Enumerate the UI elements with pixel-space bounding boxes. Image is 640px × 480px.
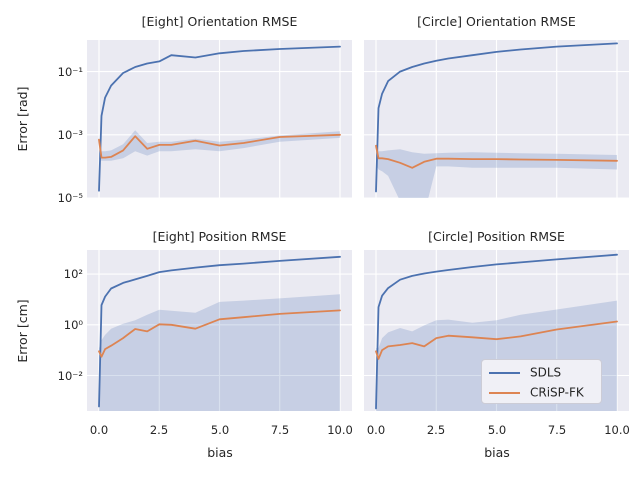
line-sdls xyxy=(375,42,618,193)
line-sdls xyxy=(98,45,341,192)
ytick-1e0: 10⁰ xyxy=(63,318,83,332)
ytick-1e-1: 10⁻¹ xyxy=(57,65,83,79)
xtick-br-10: 10.0 xyxy=(604,423,630,437)
ylabel-error-rad: Error [rad] xyxy=(15,86,30,152)
ylabel-error-cm: Error [cm] xyxy=(15,299,30,363)
line-crisp-fk xyxy=(98,309,341,358)
xtick-bl-5: 5.0 xyxy=(210,423,230,437)
subplot-circle-orientation-canvas xyxy=(364,40,629,198)
xlabel-bias-left: bias xyxy=(207,445,233,460)
ytick-1e-2: 10⁻² xyxy=(57,369,83,383)
line-crisp-fk xyxy=(98,133,341,159)
line-sdls xyxy=(375,253,618,410)
title-circle-orientation: [Circle] Orientation RMSE xyxy=(417,14,576,29)
subplot-circle-orientation xyxy=(364,40,629,198)
ytick-1e-3: 10⁻³ xyxy=(57,128,83,142)
subplot-eight-position-canvas xyxy=(87,250,352,411)
legend-line-sdls-icon xyxy=(489,371,520,374)
title-eight-position: [Eight] Position RMSE xyxy=(152,229,287,244)
legend-label-crisp-fk: CRiSP-FK xyxy=(530,385,584,400)
legend-line-crisp-fk-icon xyxy=(489,391,520,394)
band-crisp-fk xyxy=(376,144,617,198)
legend-item-sdls: SDLS xyxy=(489,362,601,382)
xtick-bl-2-5: 2.5 xyxy=(149,423,169,437)
legend-item-crisp-fk: CRiSP-FK xyxy=(489,382,601,402)
title-circle-position: [Circle] Position RMSE xyxy=(428,229,565,244)
xtick-br-0: 0.0 xyxy=(366,423,386,437)
title-eight-orientation: [Eight] Orientation RMSE xyxy=(141,14,298,29)
xtick-bl-0: 0.0 xyxy=(89,423,109,437)
ytick-1e-5: 10⁻⁵ xyxy=(57,191,83,205)
legend: SDLS CRiSP-FK xyxy=(481,359,602,404)
xtick-br-2-5: 2.5 xyxy=(426,423,446,437)
xlabel-bias-right: bias xyxy=(484,445,510,460)
line-crisp-fk xyxy=(375,144,618,169)
subplot-eight-orientation xyxy=(87,40,352,198)
line-sdls xyxy=(98,255,341,408)
xtick-br-7-5: 7.5 xyxy=(547,423,567,437)
xtick-bl-7-5: 7.5 xyxy=(270,423,290,437)
line-crisp-fk xyxy=(375,320,618,360)
xtick-br-5: 5.0 xyxy=(487,423,507,437)
subplot-eight-position xyxy=(87,250,352,411)
xtick-bl-10: 10.0 xyxy=(327,423,353,437)
ytick-1e2: 10² xyxy=(63,267,83,281)
legend-label-sdls: SDLS xyxy=(530,365,562,380)
subplot-eight-orientation-canvas xyxy=(87,40,352,198)
